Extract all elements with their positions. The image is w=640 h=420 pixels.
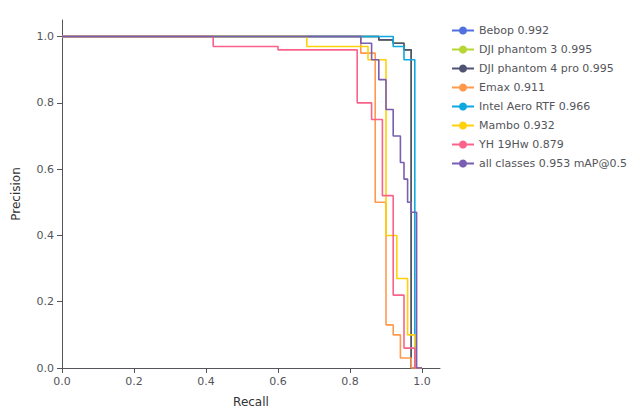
svg-text:all classes 0.953 mAP@0.5: all classes 0.953 mAP@0.5 xyxy=(479,157,627,170)
svg-text:Bebop 0.992: Bebop 0.992 xyxy=(479,24,549,37)
svg-text:0.8: 0.8 xyxy=(341,375,359,388)
svg-text:0.4: 0.4 xyxy=(197,375,215,388)
svg-text:0.6: 0.6 xyxy=(37,163,55,176)
svg-text:0.2: 0.2 xyxy=(125,375,143,388)
svg-text:0.0: 0.0 xyxy=(37,362,55,375)
svg-text:Recall: Recall xyxy=(233,395,269,409)
svg-text:0.8: 0.8 xyxy=(37,96,55,109)
svg-text:DJI phantom 3 0.995: DJI phantom 3 0.995 xyxy=(479,43,592,56)
svg-text:0.6: 0.6 xyxy=(269,375,287,388)
svg-text:0.2: 0.2 xyxy=(37,295,55,308)
svg-text:0.4: 0.4 xyxy=(37,229,55,242)
svg-text:Emax 0.911: Emax 0.911 xyxy=(479,81,545,94)
svg-text:0.0: 0.0 xyxy=(53,375,71,388)
svg-text:YH 19Hw 0.879: YH 19Hw 0.879 xyxy=(478,138,564,151)
svg-text:1.0: 1.0 xyxy=(37,30,55,43)
svg-text:DJI phantom 4 pro 0.995: DJI phantom 4 pro 0.995 xyxy=(479,62,614,75)
svg-text:1.0: 1.0 xyxy=(413,375,431,388)
svg-text:Precision: Precision xyxy=(9,167,23,221)
svg-text:Intel Aero RTF 0.966: Intel Aero RTF 0.966 xyxy=(479,100,590,113)
svg-text:Mambo 0.932: Mambo 0.932 xyxy=(479,119,555,132)
